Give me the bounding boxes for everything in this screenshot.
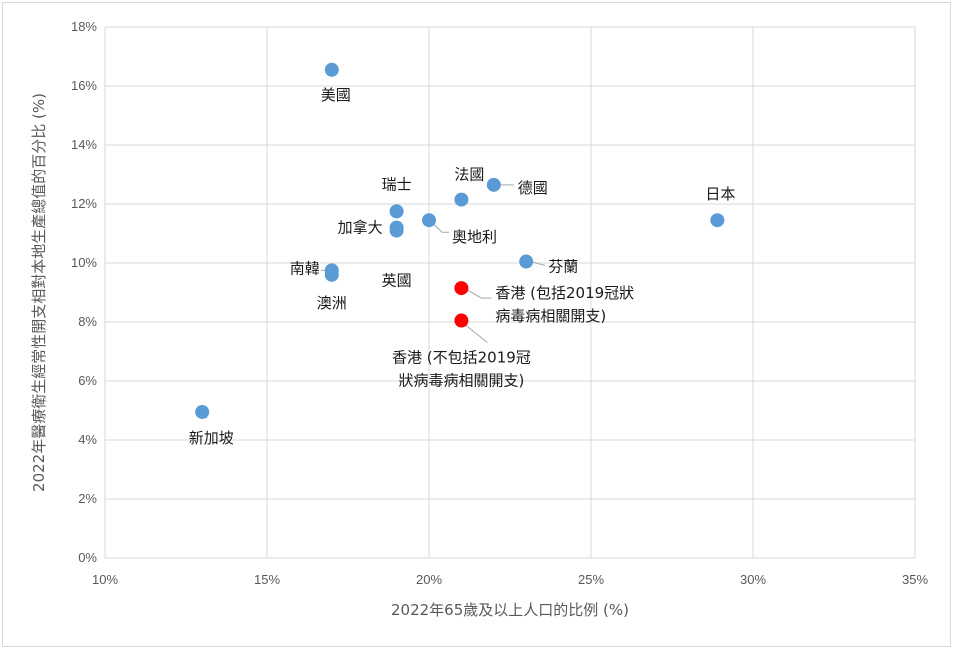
scatter-point [454, 313, 469, 328]
scatter-point [710, 213, 725, 228]
scatter-point [389, 223, 404, 238]
x-tick-label: 10% [92, 572, 118, 587]
point-label: 英國 [382, 272, 412, 290]
y-tick-label: 10% [71, 255, 97, 270]
point-label: 瑞士 [382, 175, 412, 193]
data-points [195, 62, 725, 419]
scatter-point [324, 267, 339, 282]
scatter-point [389, 204, 404, 219]
y-tick-label: 4% [78, 432, 97, 447]
point-label: 狀病毒病相關開支) [398, 372, 524, 390]
x-tick-label: 15% [254, 572, 280, 587]
y-tick-label: 8% [78, 314, 97, 329]
point-label: 美國 [321, 86, 351, 104]
x-tick-label: 20% [416, 572, 442, 587]
scatter-point [454, 281, 469, 296]
y-tick-label: 16% [71, 78, 97, 93]
point-label: 奧地利 [452, 228, 497, 246]
scatter-point [454, 192, 469, 207]
x-tick-label: 25% [578, 572, 604, 587]
y-tick-label: 6% [78, 373, 97, 388]
gridlines [104, 26, 916, 559]
point-label: 法國 [454, 166, 484, 184]
scatter-point [195, 404, 210, 419]
point-label: 日本 [705, 185, 735, 203]
point-label: 新加坡 [189, 429, 234, 447]
tick-labels: 0% 2% 4% 6% 8% 10% 12% 14% 16% 18% 10% 15% 20% 25% 30%… [71, 19, 928, 587]
x-tick-label: 35% [902, 572, 928, 587]
x-axis-title: 2022年65歲及以上人口的比例 (%) [391, 601, 629, 619]
point-label: 病毒病相關開支) [495, 307, 606, 325]
point-label: 加拿大 [338, 219, 383, 237]
x-tick-label: 30% [740, 572, 766, 587]
point-label: 南韓 [290, 259, 320, 277]
y-tick-label: 12% [71, 196, 97, 211]
scatter-point [324, 62, 339, 77]
y-tick-label: 14% [71, 137, 97, 152]
point-label: 澳洲 [317, 294, 347, 312]
point-label: 芬蘭 [548, 258, 578, 276]
point-label: 香港 (不包括2019冠 [392, 349, 531, 367]
point-label: 香港 (包括2019冠狀 [495, 284, 634, 302]
scatter-point [519, 254, 534, 269]
y-tick-label: 0% [78, 550, 97, 565]
scatter-point [422, 213, 436, 228]
y-tick-label: 18% [71, 19, 97, 34]
point-label: 德國 [518, 179, 548, 197]
y-tick-label: 2% [78, 491, 97, 506]
scatter-point [486, 177, 501, 192]
y-axis-title: 2022年醫療衛生經常性開支相對本地生產總值的百分比 (%) [30, 93, 48, 492]
